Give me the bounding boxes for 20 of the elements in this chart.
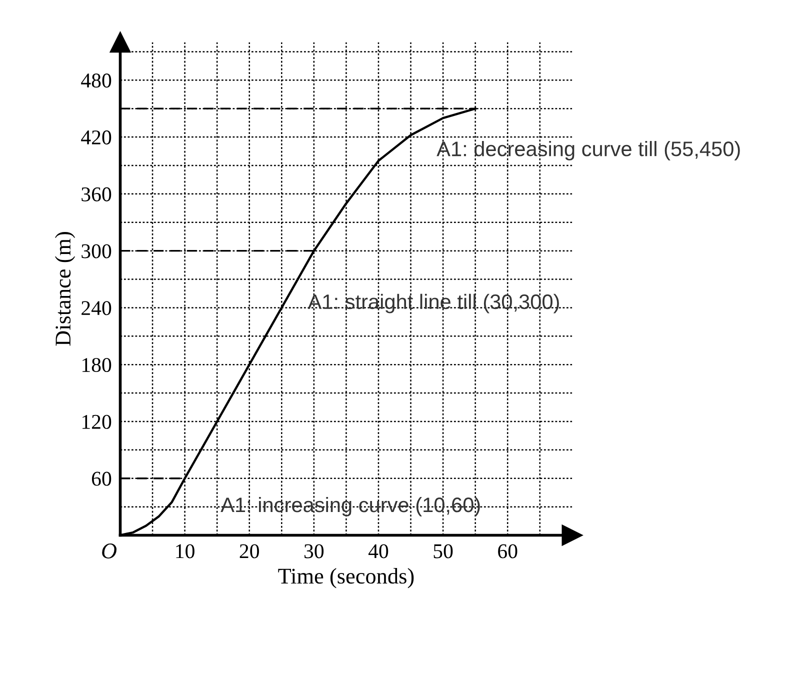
y-tick-label: 180 bbox=[82, 358, 112, 372]
y-tick-label: 240 bbox=[82, 301, 112, 316]
annotation: A1: decreasing curve till (55,450) bbox=[436, 140, 740, 160]
x-tick-label: 60 bbox=[498, 544, 518, 558]
x-tick-label: 50 bbox=[434, 544, 453, 558]
y-tick-label: 120 bbox=[82, 414, 112, 429]
y-tick-label: 300 bbox=[82, 244, 112, 258]
x-tick-label: 40 bbox=[368, 544, 388, 558]
y-tick-label: 420 bbox=[81, 130, 112, 144]
annotation: A1: increasing curve (10,60) bbox=[220, 496, 480, 516]
text: O bbox=[102, 544, 116, 558]
y-axis-title: Distance (m) bbox=[54, 232, 76, 346]
x-axis-title: Time (seconds) bbox=[278, 568, 414, 588]
annotation: A1: straight line till (30,300) bbox=[308, 294, 559, 314]
y-tick-label: 60 bbox=[92, 472, 112, 486]
x-tick-label: 20 bbox=[240, 544, 259, 558]
y-tick-label: 480 bbox=[81, 74, 112, 88]
x-tick-label: 10 bbox=[176, 544, 194, 558]
x-tick-label: 30 bbox=[304, 544, 324, 558]
y-tick-label: 360 bbox=[82, 187, 112, 202]
